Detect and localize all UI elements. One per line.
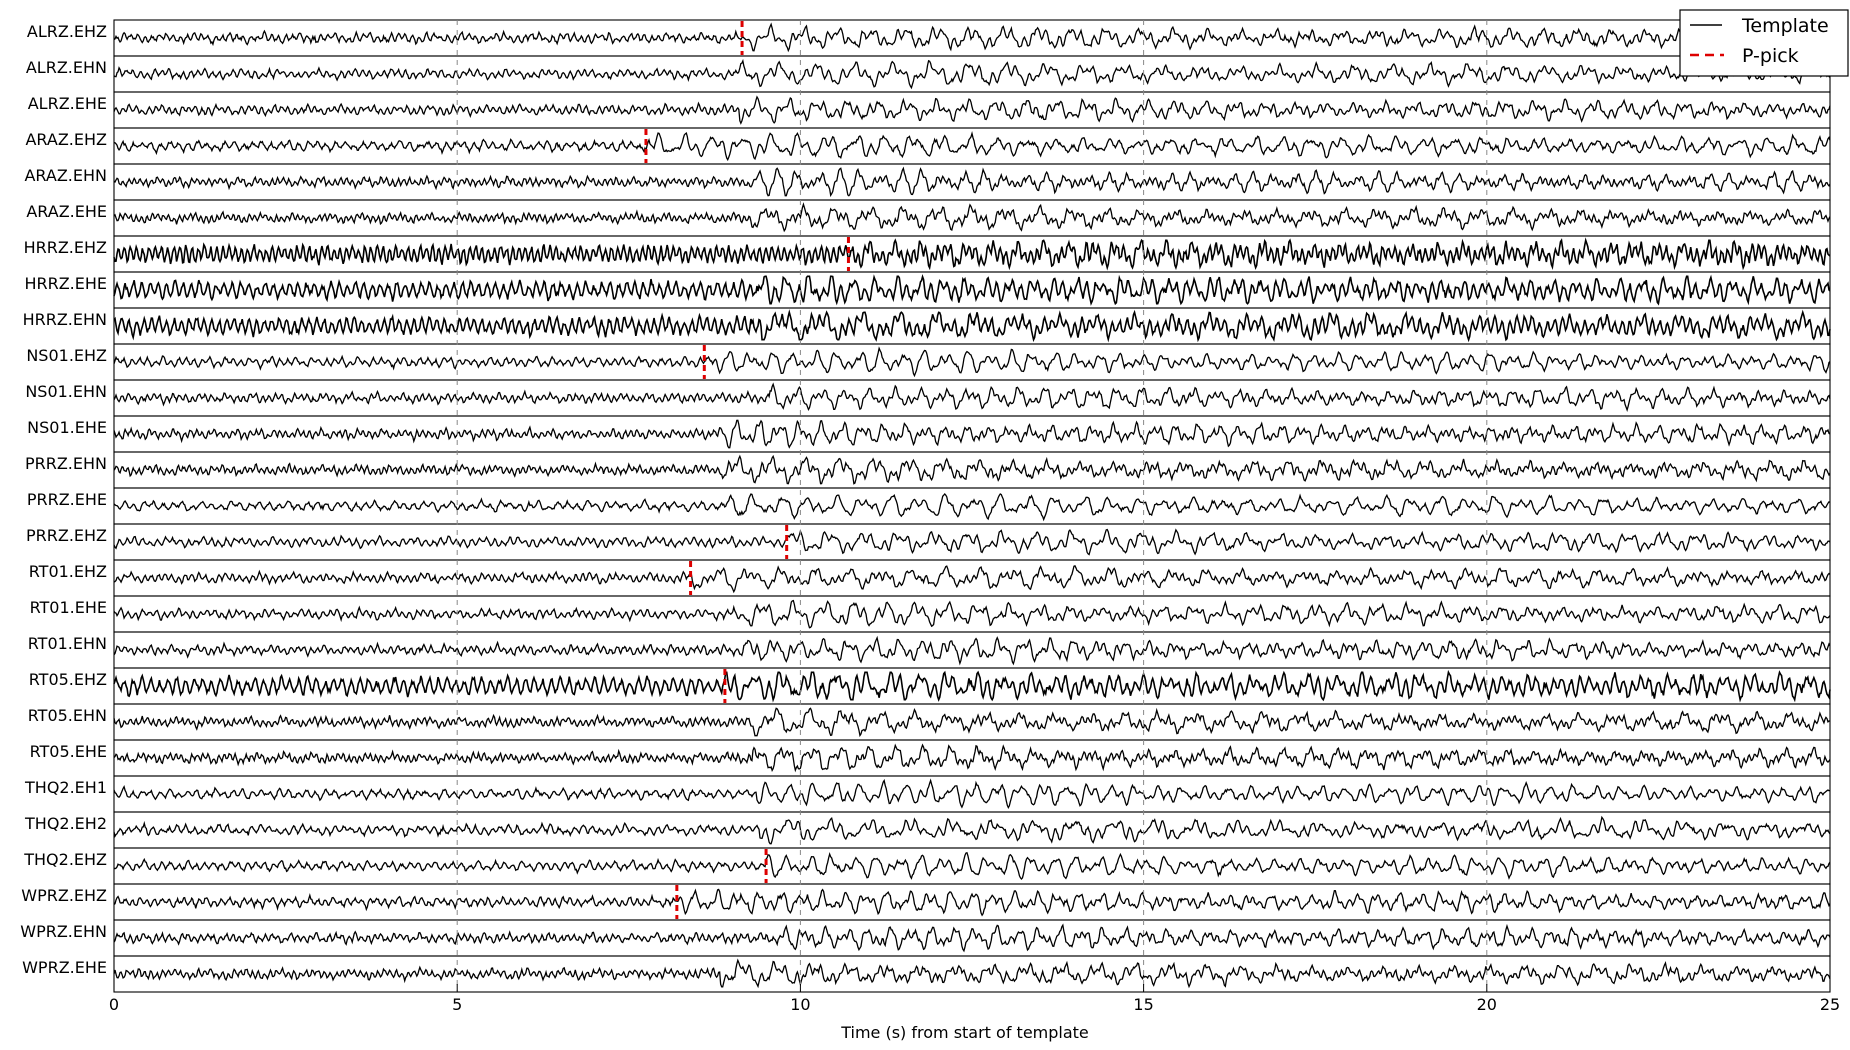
waveform-trace (113, 743, 1831, 773)
x-tick-label: 15 (1133, 995, 1153, 1014)
waveform-trace (113, 274, 1831, 306)
station-label: NS01.EHE (27, 418, 107, 437)
waveform-trace (113, 923, 1831, 953)
legend: Template P-pick (1679, 9, 1849, 77)
traces-layer (113, 19, 1831, 993)
waveform-trace (113, 166, 1831, 198)
x-tick-label: 10 (790, 995, 810, 1014)
x-tick-label: 20 (1477, 995, 1497, 1014)
waveform-trace (113, 528, 1831, 556)
station-label: NS01.EHZ (26, 346, 107, 365)
station-label: RT05.EHN (28, 706, 107, 725)
station-label: RT01.EHN (28, 634, 107, 653)
waveform-trace (113, 707, 1831, 738)
waveform-trace (113, 346, 1831, 378)
grid-layer (456, 20, 1488, 992)
waveform-trace (113, 815, 1831, 845)
legend-template-label: Template (1741, 15, 1829, 37)
trace-panel (113, 379, 1831, 417)
station-label: ALRZ.EHN (26, 58, 107, 77)
x-axis-label: Time (s) from start of template (840, 1023, 1089, 1042)
station-label: RT05.EHE (30, 742, 107, 761)
waveform-trace (113, 778, 1831, 809)
station-label: PRRZ.EHN (25, 454, 107, 473)
waveform-trace (113, 564, 1831, 594)
station-label: THQ2.EHZ (23, 850, 107, 869)
legend-pick-label: P-pick (1742, 45, 1799, 67)
trace-panel (113, 631, 1831, 669)
station-label: WPRZ.EHE (22, 958, 107, 977)
station-label: WPRZ.EHN (20, 922, 107, 941)
station-label: HRRZ.EHN (23, 310, 107, 329)
station-label: HRRZ.EHZ (24, 238, 107, 257)
waveform-trace (113, 851, 1831, 881)
station-label: WPRZ.EHZ (21, 886, 107, 905)
waveform-trace (113, 131, 1831, 162)
station-label: NS01.EHN (25, 382, 107, 401)
waveform-trace (113, 888, 1831, 917)
station-label: RT05.EHZ (29, 670, 107, 689)
waveform-trace (113, 58, 1831, 90)
station-label: THQ2.EH1 (24, 778, 107, 797)
waveform-trace (113, 454, 1831, 485)
waveform-trace (113, 599, 1831, 629)
trace-panel (113, 847, 1831, 885)
station-label: ALRZ.EHZ (27, 22, 107, 41)
x-tick-label: 25 (1820, 995, 1840, 1014)
legend-frame (1679, 9, 1849, 77)
trace-panel (113, 775, 1831, 813)
waveform-trace (113, 382, 1831, 413)
waveform-trace (113, 202, 1831, 233)
waveform-trace (113, 237, 1831, 271)
waveform-trace (113, 669, 1831, 703)
waveform-trace (113, 419, 1831, 449)
waveform-trace (113, 493, 1831, 522)
station-label: ARAZ.EHZ (25, 130, 107, 149)
station-label: ARAZ.EHN (24, 166, 107, 185)
station-label: THQ2.EH2 (24, 814, 107, 833)
trace-panel (113, 955, 1831, 993)
waveform-trace (113, 309, 1831, 343)
picks-layer (644, 21, 850, 919)
station-label: ARAZ.EHE (26, 202, 107, 221)
station-label: RT01.EHE (30, 598, 107, 617)
waveform-trace (113, 958, 1831, 989)
trace-panel (113, 163, 1831, 201)
station-label: PRRZ.EHZ (26, 526, 107, 545)
station-label: RT01.EHZ (29, 562, 107, 581)
x-tick-label: 0 (109, 995, 119, 1014)
waveform-trace (113, 95, 1831, 125)
waveform-trace (113, 22, 1831, 53)
trace-panel (113, 919, 1831, 957)
x-axis: 0 5 10 15 20 25 (109, 984, 1840, 1014)
station-label: PRRZ.EHE (27, 490, 107, 509)
x-tick-label: 5 (452, 995, 462, 1014)
waveform-trace (113, 635, 1831, 666)
station-labels: ALRZ.EHZ ALRZ.EHN ALRZ.EHE ARAZ.EHZ ARAZ.EHN… (20, 22, 107, 977)
trace-panel (113, 883, 1831, 921)
station-label: ALRZ.EHE (28, 94, 107, 113)
station-label: HRRZ.EHE (24, 274, 107, 293)
